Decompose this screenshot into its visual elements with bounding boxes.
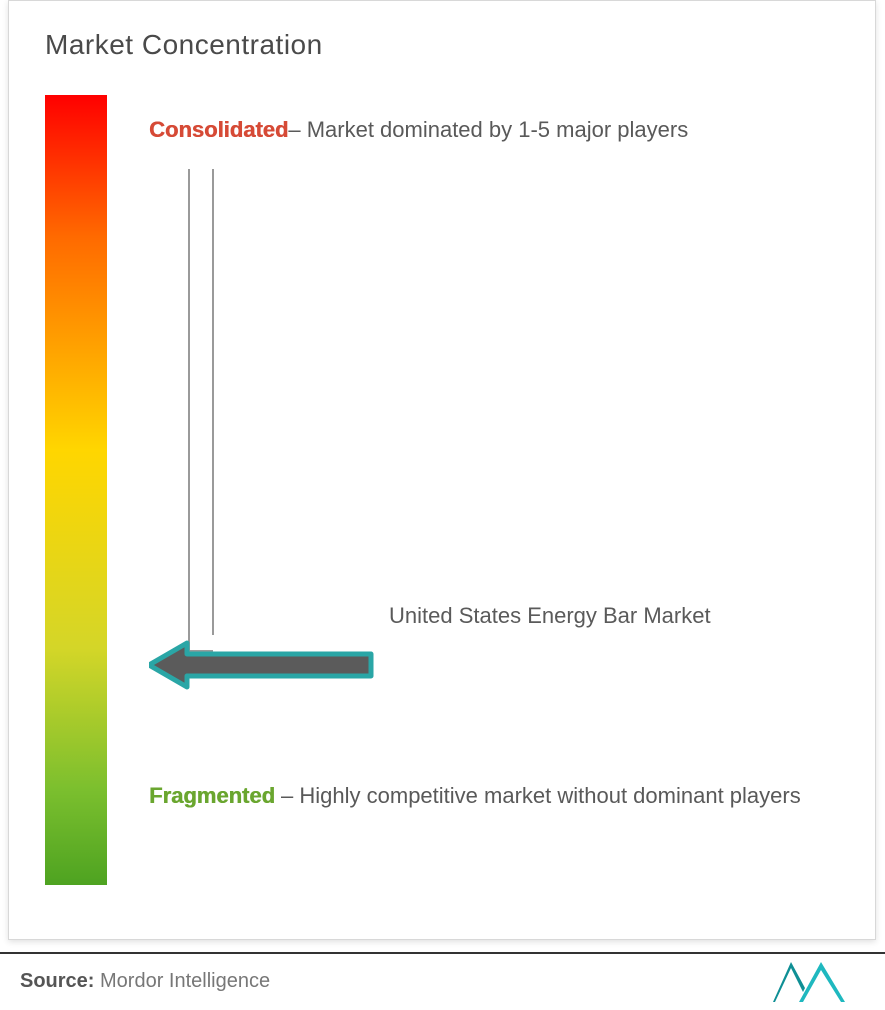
content-area: Consolidated– Market dominated by 1-5 ma… <box>149 105 849 885</box>
footer: Source: Mordor Intelligence <box>0 952 885 1010</box>
source-label: Source: <box>20 970 94 992</box>
fragmented-label: Fragmented <box>149 783 275 808</box>
consolidated-text: – Market dominated by 1-5 major players <box>288 117 688 142</box>
market-label: United States Energy Bar Market <box>389 595 711 637</box>
consolidated-description: Consolidated– Market dominated by 1-5 ma… <box>149 105 849 156</box>
concentration-gradient-bar <box>45 95 107 885</box>
chart-title: Market Concentration <box>45 29 323 61</box>
marker-arrow <box>149 165 709 745</box>
source-value: Mordor Intelligence <box>94 970 270 992</box>
fragmented-text: – Highly competitive market without domi… <box>275 783 801 808</box>
consolidated-label: Consolidated <box>149 117 288 142</box>
source-line: Source: Mordor Intelligence <box>20 970 270 993</box>
mordor-logo-icon <box>773 962 845 1006</box>
fragmented-description: Fragmented – Highly competitive market w… <box>149 771 801 822</box>
infographic-card: Market Concentration Consolidated– Marke… <box>8 0 876 940</box>
